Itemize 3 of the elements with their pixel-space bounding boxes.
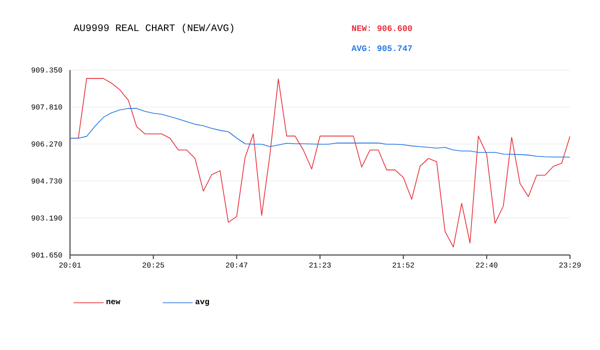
text: AVG: 905.747	[352, 45, 412, 52]
text: NEW: 906.600	[352, 25, 412, 32]
chart-title: AU9999 REAL CHART (NEW/AVG)	[74, 24, 234, 34]
